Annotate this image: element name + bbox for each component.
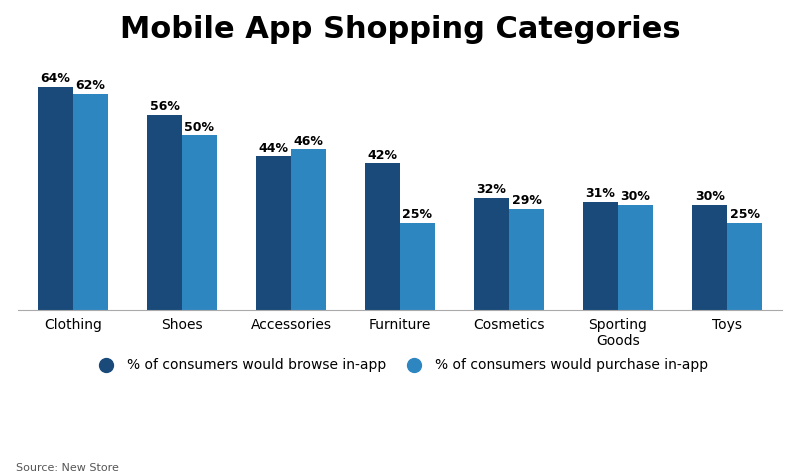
Bar [256,156,291,310]
Text: 62%: 62% [75,79,106,92]
Text: 64%: 64% [41,72,70,85]
Bar [509,209,544,310]
Text: 44%: 44% [258,142,289,155]
Bar [474,198,509,310]
Legend: % of consumers would browse in-app, % of consumers would purchase in-app: % of consumers would browse in-app, % of… [86,353,714,378]
Bar [291,150,326,310]
Bar [618,205,653,310]
Text: Source: New Store: Source: New Store [16,463,119,473]
Text: 42%: 42% [367,149,398,162]
Text: 25%: 25% [402,208,433,221]
Bar [38,87,73,310]
Text: 32%: 32% [477,183,506,197]
Bar [692,205,727,310]
Bar [727,223,762,310]
Text: 29%: 29% [511,194,542,207]
Bar [73,94,108,310]
Text: 25%: 25% [730,208,759,221]
Bar [182,135,217,310]
Bar [365,163,400,310]
Bar [400,223,435,310]
Text: 46%: 46% [294,135,323,148]
Title: Mobile App Shopping Categories: Mobile App Shopping Categories [120,15,680,44]
Bar [147,114,182,310]
Text: 31%: 31% [586,187,615,200]
Text: 50%: 50% [184,121,214,134]
Text: 30%: 30% [621,190,650,203]
Text: 30%: 30% [694,190,725,203]
Text: 56%: 56% [150,100,179,113]
Bar [583,202,618,310]
